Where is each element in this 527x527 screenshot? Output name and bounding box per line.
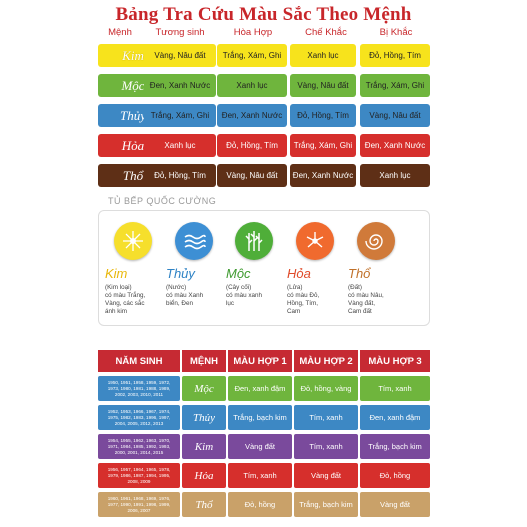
header-bi-khac: Bị Khắc [379,27,413,38]
header-menh: Mệnh [108,27,132,38]
cell-che-khac: Đỏ, Hồng, Tím [290,104,356,127]
element-name: Mộc [226,266,251,281]
element-name: Thủy [166,266,195,281]
menh-tile-kim: Kim [182,434,226,459]
cell-che-khac: Đen, Xanh Nước [290,164,356,187]
mau-hop-2: Trắng, bạch kim [294,492,358,517]
element-name: Thổ [348,266,371,281]
menh-tile-tho: Thổ [182,492,226,517]
cell-tuong-sinh: Đen, Xanh Nước [144,74,216,97]
header-mau-hop-2: MÀU HỢP 2 [294,350,358,372]
cell-che-khac: Xanh lục [290,44,356,67]
mau-hop-2: Vàng đất [294,463,358,488]
mau-hop-3: Tím, xanh [360,376,430,401]
mau-hop-3: Vàng đất [360,492,430,517]
birth-years: 1950, 1951, 1958, 1959, 1972, 1973, 1980… [98,376,180,401]
header-hoa-hop: Hòa Hợp [233,27,273,38]
cell-bi-khac: Trắng, Xám, Ghi [360,74,430,97]
cell-tuong-sinh: Trắng, Xám, Ghi [144,104,216,127]
cell-hoa-hop: Đen, Xanh Nước [217,104,287,127]
header-mau-hop-1: MÀU HỢP 1 [228,350,292,372]
cell-che-khac: Trắng, Xám, Ghi [290,134,356,157]
header-che-khac: Chế Khắc [305,27,347,38]
element-desc: (Đất) có màu Nâu, Vàng đất, Cam đất [348,284,384,315]
mau-hop-3: Trắng, bạch kim [360,434,430,459]
birth-years: 1960, 1961, 1968, 1969, 1976, 1977, 1990… [98,492,180,517]
element-hoa: Hỏa (Lửa) có màu Đỏ, Hồng, Tím, Cam [285,222,345,316]
element-name: Hỏa [287,266,311,281]
mau-hop-2: Tím, xanh [294,434,358,459]
element-name: Kim [105,266,128,281]
mau-hop-2: Đỏ, hồng, vàng [294,376,358,401]
menh-label: Hỏa [121,137,145,153]
element-tho: Thổ (Đất) có màu Nâu, Vàng đất, Cam đất [346,222,406,316]
birth-years: 1956, 1957, 1964, 1965, 1978, 1979, 1986… [98,463,180,488]
section-label: TỦ BẾP QUỐC CƯỜNG [108,196,217,206]
birth-years: 1952, 1953, 1966, 1967, 1974, 1975, 1982… [98,405,180,430]
cell-che-khac: Vàng, Nâu đất [290,74,356,97]
moc-icon [235,222,273,260]
menh-label: Mộc [121,77,145,93]
tho-icon [357,222,395,260]
birth-years: 1954, 1955, 1962, 1963, 1970, 1971, 1984… [98,434,180,459]
menh-label: Thổ [122,167,144,183]
mau-hop-1: Tím, xanh [228,463,292,488]
header-mau-hop-3: MÀU HỢP 3 [360,350,430,372]
mau-hop-1: Đỏ, hồng [228,492,292,517]
mau-hop-1: Trắng, bạch kim [228,405,292,430]
cell-bi-khac: Đen, Xanh Nước [360,134,430,157]
cell-bi-khac: Vàng, Nâu đất [360,104,430,127]
cell-hoa-hop: Trắng, Xám, Ghi [217,44,287,67]
mau-hop-3: Đen, xanh đậm [360,405,430,430]
menh-tile-hoa: Hỏa [182,463,226,488]
menh-tile-thuy: Thủy [182,405,226,430]
cell-tuong-sinh: Vàng, Nâu đất [144,44,216,67]
kim-icon [114,222,152,260]
cell-bi-khac: Đỏ, Hồng, Tím [360,44,430,67]
element-thuy: Thủy (Nước) có màu Xanh biển, Đen [164,222,224,308]
mau-hop-3: Đỏ, hồng [360,463,430,488]
header-nam-sinh: NĂM SINH [98,350,180,372]
cell-hoa-hop: Đỏ, Hồng, Tím [217,134,287,157]
element-desc: (Nước) có màu Xanh biển, Đen [166,284,204,307]
element-kim: Kim (Kim loại) có màu Trắng, Vàng, các s… [103,222,163,316]
menh-label: Kim [122,47,144,63]
mau-hop-1: Vàng đất [228,434,292,459]
element-desc: (Lửa) có màu Đỏ, Hồng, Tím, Cam [287,284,320,315]
page-title: Bảng Tra Cứu Màu Sắc Theo Mệnh [115,4,412,25]
element-moc: Mộc (Cây cối) có màu xanh lục [224,222,284,308]
mau-hop-2: Tím, xanh [294,405,358,430]
menh-tile-moc: Mộc [182,376,226,401]
cell-tuong-sinh: Xanh lục [144,134,216,157]
menh-label: Thủy [120,107,146,123]
cell-bi-khac: Xanh lục [360,164,430,187]
element-desc: (Cây cối) có màu xanh lục [226,284,263,307]
cell-tuong-sinh: Đỏ, Hồng, Tím [144,164,216,187]
header-menh: MỆNH [182,350,226,372]
cell-hoa-hop: Vàng, Nâu đất [217,164,287,187]
elements-panel [98,210,430,326]
thuy-icon [175,222,213,260]
header-tuong-sinh: Tương sinh [155,27,205,38]
hoa-icon [296,222,334,260]
mau-hop-1: Đen, xanh đậm [228,376,292,401]
element-desc: (Kim loại) có màu Trắng, Vàng, các sắc á… [105,284,146,315]
cell-hoa-hop: Xanh lục [217,74,287,97]
